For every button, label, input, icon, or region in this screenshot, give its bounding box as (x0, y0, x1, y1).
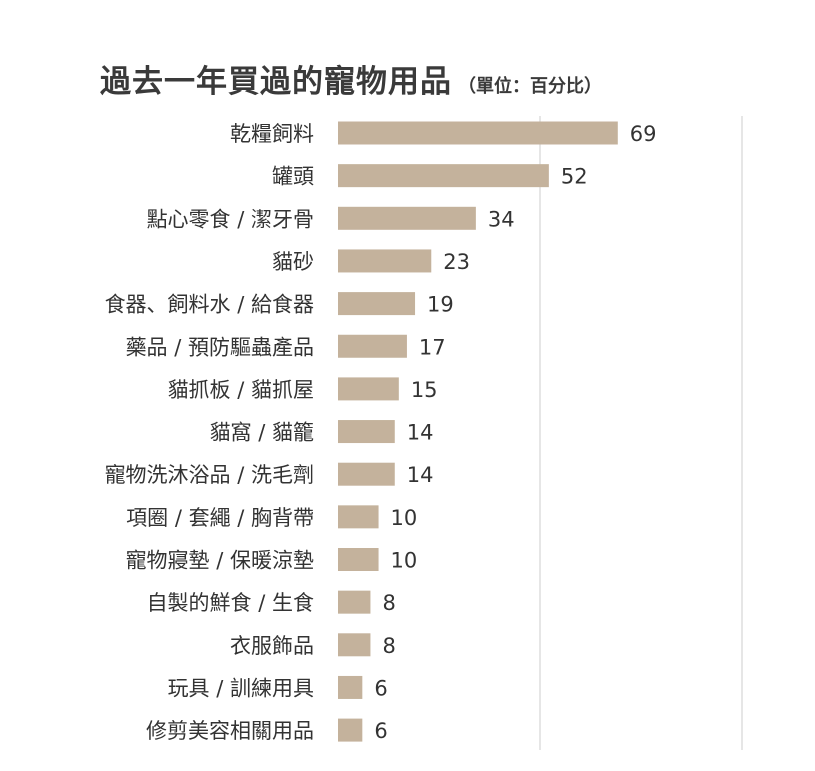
bar (338, 121, 618, 145)
category-label: 寵物寢墊 / 保暖涼墊 (126, 549, 314, 573)
data-label: 8 (382, 591, 395, 615)
category-label: 點心零食 / 潔牙骨 (147, 207, 314, 231)
category-label: 自製的鮮食 / 生食 (147, 591, 314, 615)
data-label: 6 (374, 719, 387, 743)
chart-subtitle: （單位：百分比） (458, 76, 602, 97)
data-label: 23 (443, 250, 470, 274)
bar (338, 206, 476, 230)
category-label: 項圈 / 套繩 / 胸背帶 (126, 506, 314, 530)
category-label: 食器、飼料水 / 給食器 (105, 293, 314, 317)
category-label: 罐頭 (272, 165, 314, 189)
data-label: 19 (427, 293, 454, 317)
category-label: 修剪美容相關用品 (146, 719, 314, 743)
category-label: 衣服飾品 (230, 634, 314, 658)
data-label: 15 (411, 378, 438, 402)
data-label: 17 (419, 335, 446, 359)
bar (338, 420, 395, 444)
bar (338, 633, 371, 657)
bar (338, 249, 432, 273)
data-label: 34 (488, 207, 515, 231)
data-label: 10 (391, 506, 418, 530)
category-label: 玩具 / 訓練用具 (168, 676, 314, 700)
bar (338, 590, 371, 614)
bar (338, 718, 363, 742)
category-label: 乾糧飼料 (230, 122, 314, 146)
data-label: 14 (407, 463, 434, 487)
data-label: 10 (391, 549, 418, 573)
category-label: 藥品 / 預防驅蟲產品 (126, 335, 314, 359)
bar (338, 377, 399, 401)
data-label: 14 (407, 421, 434, 445)
bar (338, 505, 379, 529)
chart-title-row: 過去一年買過的寵物用品 （單位：百分比） (100, 56, 602, 101)
bar (338, 164, 549, 188)
category-label: 寵物洗沐浴品 / 洗毛劑 (105, 463, 314, 487)
category-label: 貓砂 (272, 250, 314, 274)
data-label: 52 (561, 165, 588, 189)
bar (338, 334, 407, 358)
bar (338, 462, 395, 486)
data-label: 6 (374, 676, 387, 700)
data-label: 69 (630, 122, 657, 146)
bar (338, 675, 363, 699)
bar (338, 292, 416, 316)
chart-title: 過去一年買過的寵物用品 (100, 64, 452, 100)
bar (338, 548, 379, 571)
data-label: 8 (382, 634, 395, 658)
category-label: 貓窩 / 貓籠 (210, 421, 314, 445)
category-label: 貓抓板 / 貓抓屋 (168, 378, 314, 402)
